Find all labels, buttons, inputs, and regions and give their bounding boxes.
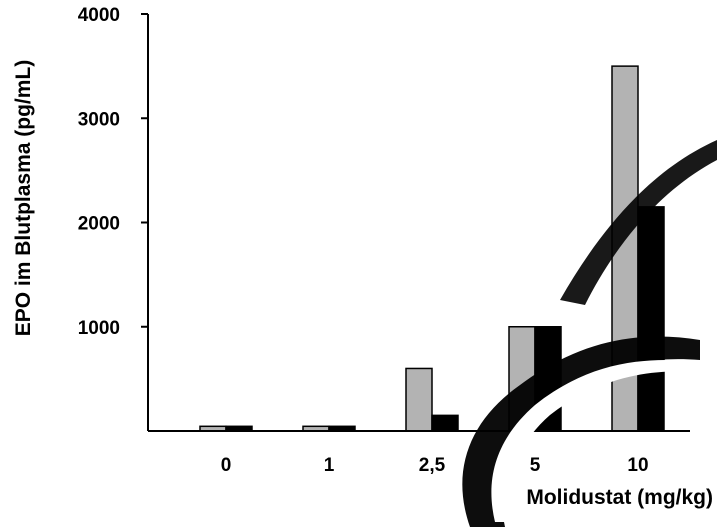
x-tick-label: 10	[627, 455, 648, 476]
bar-black-4	[637, 206, 665, 432]
y-tick-label: 3000	[78, 109, 120, 130]
x-tick-label: 5	[530, 455, 541, 476]
y-tick-label: 4000	[78, 5, 120, 26]
x-tick-label: 2,5	[419, 455, 446, 476]
y-axis-title: EPO im Blutplasma (pg/mL)	[12, 60, 35, 337]
watermark-swoosh	[462, 140, 717, 527]
x-axis-title: Molidustat (mg/kg)	[526, 486, 713, 509]
y-tick-labels: 1000 2000 3000 4000	[78, 5, 148, 339]
x-tick-labels: 0 1 2,5 5 10	[221, 455, 649, 476]
y-tick-label: 2000	[78, 214, 120, 235]
x-tick-label: 1	[324, 455, 335, 476]
x-tick-label: 0	[221, 455, 232, 476]
bar-black-2	[431, 414, 459, 432]
bar-grey-2	[405, 367, 433, 432]
y-tick-label: 1000	[78, 318, 120, 339]
